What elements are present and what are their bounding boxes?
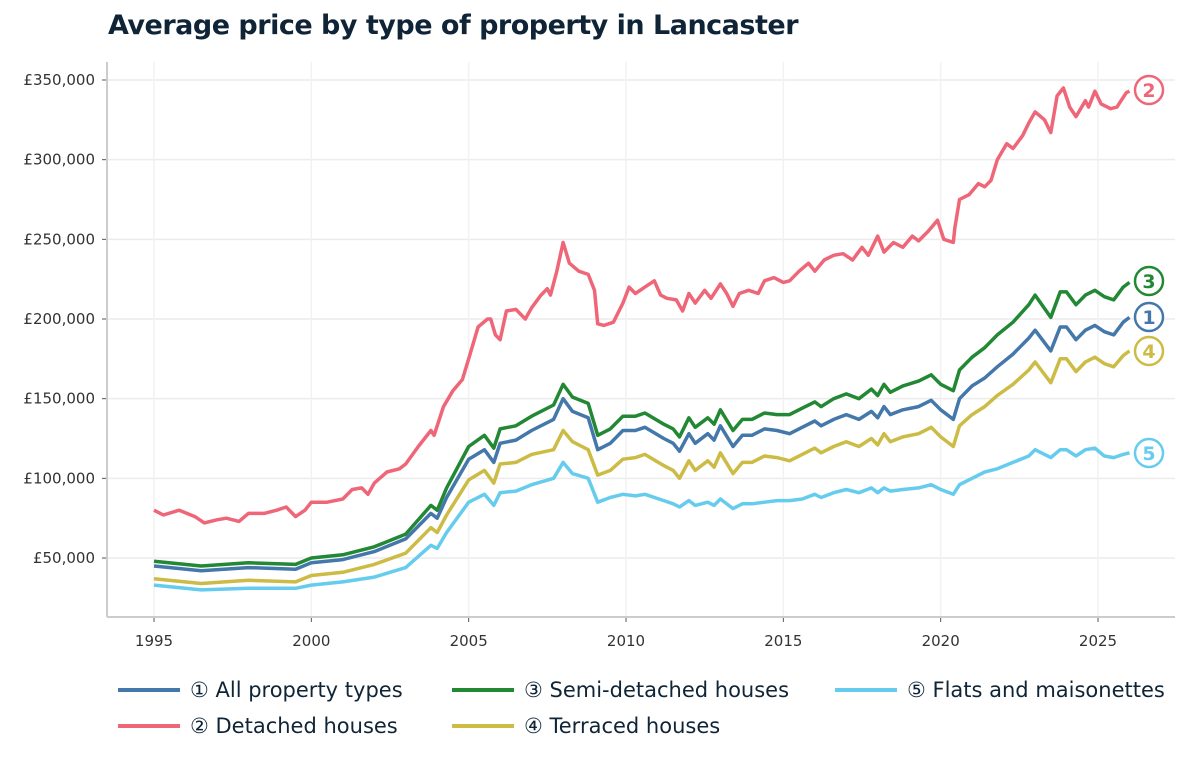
end-label-number: 5 [1142,443,1155,465]
x-tick-label: 2000 [292,632,330,650]
end-label-circle [1133,437,1165,469]
end-labels: 1 2 3 4 5 [1133,74,1165,469]
end-label-circle [1133,265,1165,297]
y-tick-label: £350,000 [23,71,95,89]
legend-swatch [118,688,180,692]
series-line-5 [153,446,1130,592]
y-tick-label: £200,000 [23,310,95,328]
y-tick-label: £300,000 [23,151,95,169]
legend-swatch [452,688,514,692]
legend-item: ⑤ Flats and maisonettes [835,678,1165,702]
legend-item: ② Detached houses [118,714,398,738]
x-tick-label: 2020 [922,632,960,650]
axes [102,62,1175,622]
legend-item: ③ Semi-detached houses [452,678,789,702]
end-label-number: 2 [1142,80,1155,102]
gridlines [107,62,1175,617]
series-line-1 [153,316,1131,573]
y-tick-label: £250,000 [23,230,95,248]
x-tick-label: 2005 [450,632,488,650]
end-label-number: 4 [1142,341,1155,363]
end-label-circle [1133,301,1165,333]
end-label-2: 2 [1133,74,1165,106]
legend-item: ① All property types [118,678,403,702]
legend-label: ① All property types [190,678,403,702]
end-label-4: 4 [1133,335,1165,367]
end-label-circle [1133,335,1165,367]
legend-label: ③ Semi-detached houses [524,678,790,702]
y-tick-label: £100,000 [23,469,95,487]
series-line-4 [153,349,1131,586]
end-label-number: 3 [1142,271,1155,293]
y-tick-label: £150,000 [23,390,95,408]
end-label-3: 3 [1133,265,1165,297]
end-label-1: 1 [1133,301,1165,333]
legend-swatch [118,724,180,728]
legend-item: ④ Terraced houses [452,714,720,738]
x-tick-label: 2015 [764,632,802,650]
legend-swatch [452,724,514,728]
end-label-circle [1133,74,1165,106]
x-tick-label: 1995 [135,632,173,650]
x-tick-label: 2025 [1079,632,1117,650]
legend-label: ⑤ Flats and maisonettes [907,678,1165,702]
legend-label: ② Detached houses [190,714,398,738]
end-label-5: 5 [1133,437,1165,469]
x-tick-label: 2010 [607,632,645,650]
tick-labels: £50,000 £100,000 £150,000 £200,000 £250,000 £… [23,71,1117,650]
series-line-3 [153,280,1131,568]
legend-label: ④ Terraced houses [524,714,721,738]
series-line-2 [153,86,1131,525]
chart-title: Average price by type of property in Lan… [108,10,799,41]
y-tick-label: £50,000 [33,549,95,567]
legend-swatch [835,688,897,692]
end-label-number: 1 [1142,307,1155,329]
series-lines [153,86,1131,592]
